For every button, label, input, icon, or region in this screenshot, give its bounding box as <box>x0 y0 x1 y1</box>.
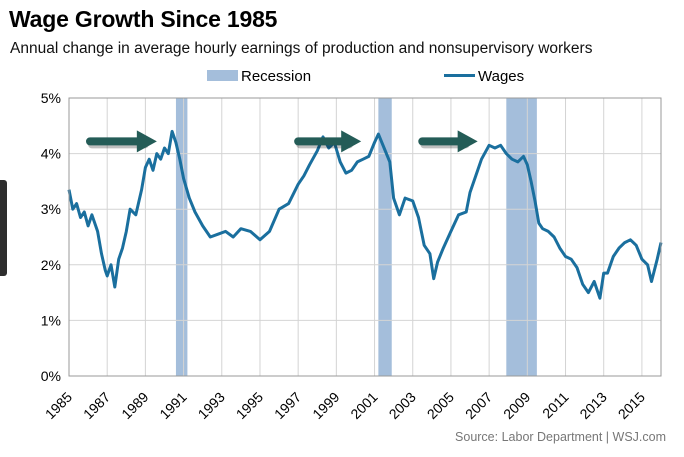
wages-series-line <box>67 129 663 300</box>
annotation-arrow-1 <box>86 130 157 153</box>
recession-band-1 <box>175 98 188 376</box>
legend-recession-swatch <box>207 70 238 81</box>
x-tick-label: 1995 <box>233 389 266 422</box>
y-tick-label: 0% <box>41 368 61 384</box>
plot-frame <box>68 97 662 377</box>
x-tick-label: 1999 <box>309 389 342 422</box>
chart-subtitle: Annual change in average hourly earnings… <box>10 40 593 57</box>
x-tick-label: 2007 <box>462 389 495 422</box>
x-tick-label: 2015 <box>615 389 648 422</box>
source-note: Source: Labor Department | WSJ.com <box>455 430 666 444</box>
annotation-arrow-3 <box>418 130 478 153</box>
recession-band-3 <box>506 98 537 376</box>
annotation-arrows <box>86 130 478 153</box>
side-tab-handle[interactable] <box>0 180 7 276</box>
recession-bands <box>175 98 537 376</box>
y-tick-label: 4% <box>41 146 61 162</box>
chart-legend: Recession Wages <box>207 68 524 85</box>
y-tick-label: 1% <box>41 312 61 328</box>
gridlines <box>69 98 661 376</box>
y-axis-labels: 0% 1% 2% 3% 4% 5% <box>41 90 61 384</box>
recession-band-2 <box>378 98 392 376</box>
annotation-arrow-2 <box>294 130 362 153</box>
x-tick-label: 1993 <box>195 389 228 422</box>
x-tick-label: 1987 <box>80 389 113 422</box>
x-tick-label: 1985 <box>42 389 75 422</box>
x-tick-label: 2009 <box>500 389 533 422</box>
x-tick-label: 1991 <box>156 389 189 422</box>
x-tick-label: 2003 <box>386 389 419 422</box>
x-tick-label: 2011 <box>539 389 572 422</box>
x-tick-label: 1989 <box>118 389 151 422</box>
y-tick-label: 2% <box>41 257 61 273</box>
x-tick-label: 2001 <box>347 389 380 422</box>
y-tick-label: 5% <box>41 90 61 106</box>
chart-title: Wage Growth Since 1985 <box>9 6 278 32</box>
x-tick-label: 1997 <box>271 389 304 422</box>
legend-wages-label: Wages <box>478 68 524 85</box>
legend-recession-label: Recession <box>241 68 311 85</box>
x-tick-label: 2005 <box>424 389 457 422</box>
y-tick-label: 3% <box>41 201 61 217</box>
x-tick-label: 2013 <box>576 389 609 422</box>
x-axis-labels: 1985 1987 1989 1991 1993 1995 1997 1999 2001 2003… <box>42 389 648 422</box>
